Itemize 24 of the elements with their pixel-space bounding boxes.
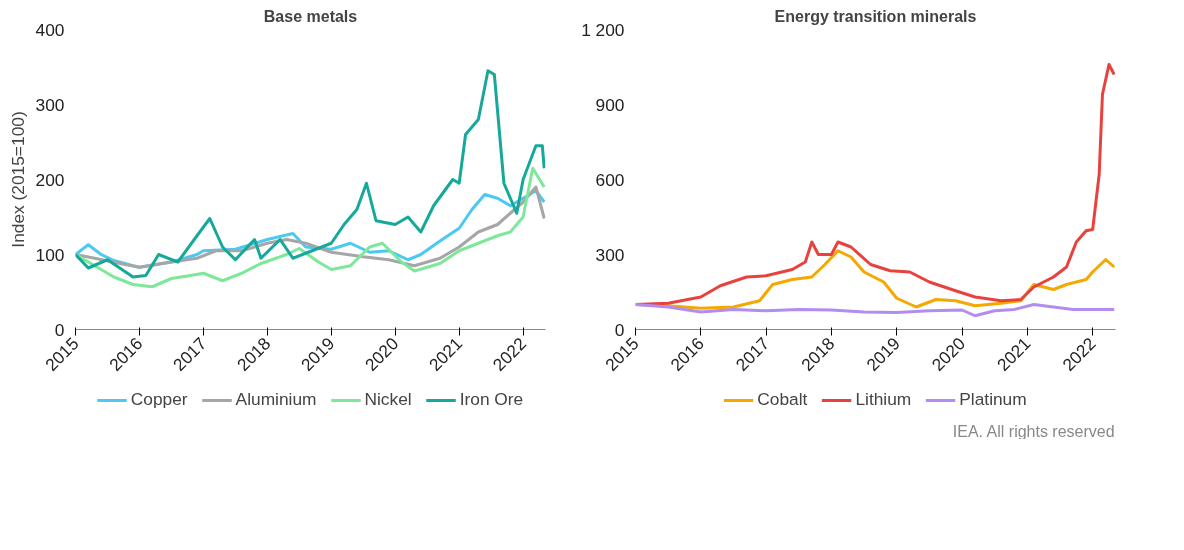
chart-title: Base metals	[263, 7, 358, 25]
legend-label: Nickel	[364, 389, 412, 410]
legend-label: Lithium	[855, 389, 912, 410]
line-series	[635, 303, 1116, 318]
y-tick-label: 0	[614, 319, 625, 340]
y-axis-title: Index (2015=100)	[7, 111, 28, 248]
line-series	[75, 69, 546, 279]
legend-label: Copper	[130, 389, 188, 410]
legend-label: Aluminium	[235, 389, 317, 410]
legend-label: Platinum	[959, 389, 1027, 410]
y-tick-label: 1 200	[581, 19, 625, 40]
text: IEA. All rights reserved	[952, 422, 1115, 440]
legend-label: Iron Ore	[459, 389, 524, 410]
legend-label: Cobalt	[757, 389, 808, 410]
y-tick-label: 300	[595, 244, 625, 265]
line-series	[75, 166, 546, 289]
y-tick-label: 200	[35, 169, 65, 190]
y-tick-label: 100	[35, 244, 65, 265]
y-tick-label: 400	[35, 19, 65, 40]
y-tick-label: 900	[595, 94, 625, 115]
chart-title: Energy transition minerals	[774, 7, 977, 25]
y-tick-label: 300	[35, 94, 65, 115]
y-tick-label: 0	[54, 319, 65, 340]
y-tick-label: 600	[595, 169, 625, 190]
